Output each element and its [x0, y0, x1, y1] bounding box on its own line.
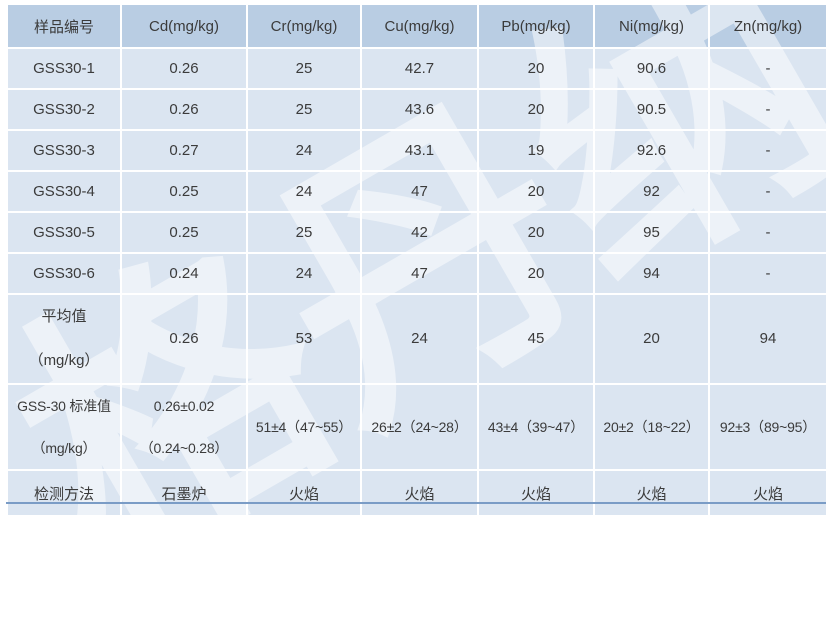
header-cell-cu: Cu(mg/kg) — [360, 3, 479, 49]
data-cell: - — [708, 211, 826, 254]
data-cell: 24 — [246, 252, 362, 295]
data-cell: 25 — [246, 47, 362, 90]
data-cell: 20 — [477, 252, 595, 295]
data-cell: 20 — [477, 88, 595, 131]
data-cell: 95 — [593, 211, 710, 254]
row-label-cell: 平均值 （mg/kg） — [6, 293, 122, 385]
data-cell: 火焰 — [360, 469, 479, 517]
data-cell: 92±3（89~95） — [708, 383, 826, 471]
header-cell-ni: Ni(mg/kg) — [593, 3, 710, 49]
data-cell: 20 — [477, 170, 595, 213]
data-cell: 0.26±0.02 （0.24~0.28） — [120, 383, 248, 471]
data-cell: 0.25 — [120, 211, 248, 254]
data-cell: 45 — [477, 293, 595, 385]
table-row-gss30-4: GSS30-4 0.25 24 47 20 92 - — [6, 170, 826, 213]
table-row-average: 平均值 （mg/kg） 0.26 53 24 45 20 94 — [6, 293, 826, 385]
data-cell: 25 — [246, 211, 362, 254]
table-row-gss30-1: GSS30-1 0.26 25 42.7 20 90.6 - — [6, 47, 826, 90]
data-cell: 0.26 — [120, 88, 248, 131]
data-cell: 94 — [708, 293, 826, 385]
data-cell: 火焰 — [477, 469, 595, 517]
data-cell: 47 — [360, 252, 479, 295]
data-cell: 94 — [593, 252, 710, 295]
header-cell-cr: Cr(mg/kg) — [246, 3, 362, 49]
data-cell: 20±2（18~22） — [593, 383, 710, 471]
data-cell: 51±4（47~55） — [246, 383, 362, 471]
data-cell: 0.24 — [120, 252, 248, 295]
data-cell: 90.6 — [593, 47, 710, 90]
data-cell: 24 — [360, 293, 479, 385]
data-cell: 火焰 — [593, 469, 710, 517]
table-row-gss30-5: GSS30-5 0.25 25 42 20 95 - — [6, 211, 826, 254]
table-row-detection-method: 检测方法 石墨炉 火焰 火焰 火焰 火焰 火焰 — [6, 469, 826, 517]
table-row-gss30-2: GSS30-2 0.26 25 43.6 20 90.5 - — [6, 88, 826, 131]
table-bottom-border — [6, 502, 826, 504]
row-label-cell: GSS30-6 — [6, 252, 122, 295]
row-label-cell: 检测方法 — [6, 469, 122, 517]
header-row: 样品编号 Cd(mg/kg) Cr(mg/kg) Cu(mg/kg) Pb(mg… — [6, 3, 826, 49]
data-cell: 24 — [246, 170, 362, 213]
data-cell: 0.26 — [120, 47, 248, 90]
data-cell: 0.26 — [120, 293, 248, 385]
table-row-certified-value: GSS-30 标准值 （mg/kg） 0.26±0.02 （0.24~0.28）… — [6, 383, 826, 471]
data-cell: 42.7 — [360, 47, 479, 90]
row-label-cell: GSS30-2 — [6, 88, 122, 131]
data-cell: 火焰 — [708, 469, 826, 517]
data-cell: 0.27 — [120, 129, 248, 172]
header-cell-pb: Pb(mg/kg) — [477, 3, 595, 49]
data-cell: 47 — [360, 170, 479, 213]
row-label-cell: GSS-30 标准值 （mg/kg） — [6, 383, 122, 471]
data-cell: - — [708, 252, 826, 295]
row-label-cell: GSS30-1 — [6, 47, 122, 90]
data-cell: 20 — [593, 293, 710, 385]
data-cell: - — [708, 170, 826, 213]
header-cell-cd: Cd(mg/kg) — [120, 3, 248, 49]
table-row-gss30-6: GSS30-6 0.24 24 47 20 94 - — [6, 252, 826, 295]
header-cell-zn: Zn(mg/kg) — [708, 3, 826, 49]
data-cell: 20 — [477, 47, 595, 90]
data-cell: 0.25 — [120, 170, 248, 213]
data-cell: - — [708, 88, 826, 131]
data-cell: 92 — [593, 170, 710, 213]
data-cell: 19 — [477, 129, 595, 172]
row-label-cell: GSS30-5 — [6, 211, 122, 254]
header-cell-sample-id: 样品编号 — [6, 3, 122, 49]
data-cell: 石墨炉 — [120, 469, 248, 517]
data-cell: 20 — [477, 211, 595, 254]
data-cell: 25 — [246, 88, 362, 131]
data-cell: 43.1 — [360, 129, 479, 172]
data-cell: 42 — [360, 211, 479, 254]
sample-results-table: 样品编号 Cd(mg/kg) Cr(mg/kg) Cu(mg/kg) Pb(mg… — [6, 3, 826, 517]
data-cell: - — [708, 129, 826, 172]
row-label-cell: GSS30-3 — [6, 129, 122, 172]
data-cell: 53 — [246, 293, 362, 385]
data-cell: - — [708, 47, 826, 90]
data-cell: 90.5 — [593, 88, 710, 131]
data-cell: 43.6 — [360, 88, 479, 131]
data-cell: 火焰 — [246, 469, 362, 517]
data-cell: 92.6 — [593, 129, 710, 172]
row-label-cell: GSS30-4 — [6, 170, 122, 213]
data-cell: 26±2（24~28） — [360, 383, 479, 471]
table-row-gss30-3: GSS30-3 0.27 24 43.1 19 92.6 - — [6, 129, 826, 172]
data-cell: 43±4（39~47） — [477, 383, 595, 471]
data-cell: 24 — [246, 129, 362, 172]
